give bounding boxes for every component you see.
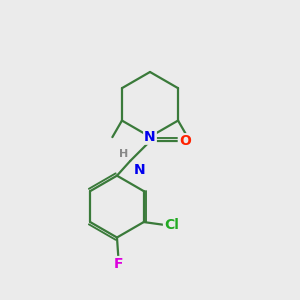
- Text: H: H: [119, 149, 129, 159]
- Text: F: F: [114, 257, 123, 271]
- Text: O: O: [179, 134, 191, 148]
- Text: N: N: [144, 130, 156, 144]
- Text: Cl: Cl: [164, 218, 179, 232]
- Text: N: N: [134, 163, 146, 177]
